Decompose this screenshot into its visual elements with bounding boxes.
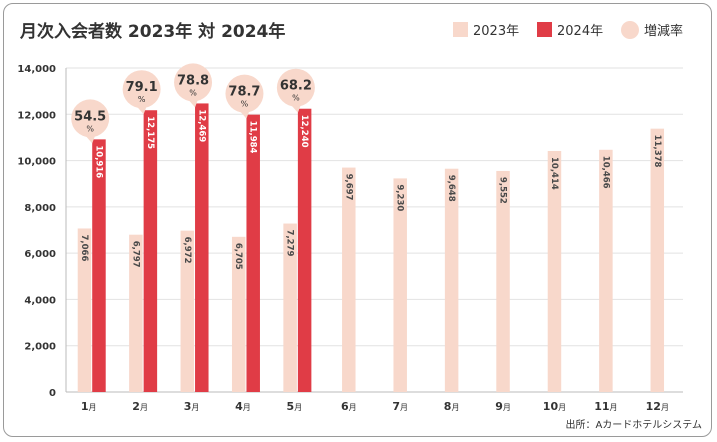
bar-2023-5 <box>283 223 297 392</box>
change-rate-circle <box>122 70 161 109</box>
bar-2024-value-label: 11,984 <box>248 121 258 154</box>
bar-2024-1 <box>92 139 106 392</box>
bar-2023-6 <box>342 167 356 392</box>
x-axis-labels: 1月 2月 3月 4月 5月 6月 7月 8月 9月 10月 11月 12月 <box>81 400 669 413</box>
bar-2023-value-label: 9,697 <box>343 174 353 201</box>
bar-2024-3 <box>195 103 209 393</box>
legend-swatch-change-rate <box>621 21 639 39</box>
y-gridlines <box>66 67 683 347</box>
x-tick-label: 5月 <box>287 400 303 413</box>
bar-2023-value-label: 9,230 <box>395 184 405 211</box>
bar-2023-value-label: 10,466 <box>600 156 610 189</box>
bar-2024-2 <box>143 110 158 392</box>
bar-2023-11 <box>599 149 613 392</box>
change-rate-unit: % <box>86 124 94 133</box>
y-tick-label: 6,000 <box>24 249 56 260</box>
bar-2023-value-label: 10,414 <box>549 157 559 190</box>
change-rate-unit: % <box>138 95 146 104</box>
legend: 2023年 2024年 増減率 <box>453 21 683 39</box>
bar-2023-12 <box>650 128 665 392</box>
y-axis-ticks: 0 2,000 4,000 6,000 8,000 10,000 12,000 14,000 <box>17 64 56 399</box>
bar-2023-value-label: 6,705 <box>233 243 243 270</box>
y-tick-label: 10,000 <box>17 157 56 168</box>
change-rate-bubble-2: 79.1% <box>122 70 161 115</box>
change-rate-circle <box>276 68 315 107</box>
bar-2023-value-label: 7,066 <box>79 234 89 261</box>
bar-2024-value-label: 12,240 <box>299 115 309 148</box>
x-tick-label: 8月 <box>444 400 460 413</box>
source-note: 出所：Aカードホテルシステム <box>565 418 702 431</box>
bar-2023-10 <box>547 150 562 392</box>
change-rate-circle <box>225 74 264 113</box>
bar-2024-value-label: 12,469 <box>196 109 206 142</box>
change-rate-unit: % <box>241 100 249 109</box>
bar-2023-9 <box>496 170 510 392</box>
x-tick-label: 4月 <box>235 400 251 413</box>
x-tick-label: 6月 <box>341 400 357 413</box>
bar-2023-1 <box>77 228 92 392</box>
change-rate-bubble-5: 68.2% <box>276 68 315 113</box>
x-tick-label: 12月 <box>646 400 669 413</box>
change-rate-circle <box>174 63 213 102</box>
change-rate-bubbles: 54.5%79.1%78.8% 78.7%68.2% <box>71 63 315 144</box>
y-tick-label: 14,000 <box>17 64 56 75</box>
bar-2023-value-label: 6,972 <box>182 237 192 264</box>
bar-2023-4 <box>231 236 246 392</box>
legend-swatch-2023 <box>453 22 468 37</box>
bar-2023-8 <box>444 168 459 392</box>
change-rate-pointer <box>290 104 301 113</box>
change-rate-bubble-1: 54.5% <box>71 99 110 144</box>
x-tick-label: 2月 <box>132 400 148 413</box>
bar-2023-2 <box>129 234 143 392</box>
y-tick-label: 0 <box>49 388 56 399</box>
y-tick-label: 12,000 <box>17 110 56 121</box>
bar-2023-value-label: 11,378 <box>652 135 662 168</box>
x-tick-label: 9月 <box>495 400 511 413</box>
change-rate-bubble-4: 78.7% <box>225 74 264 119</box>
change-rate-pointer <box>239 110 250 119</box>
change-rate-value: 68.2 <box>280 79 312 94</box>
bar-2023-value-label: 9,648 <box>446 175 456 202</box>
x-tick-label: 11月 <box>594 400 617 413</box>
legend-label-2023: 2023年 <box>473 24 519 39</box>
legend-label-2024: 2024年 <box>557 24 603 39</box>
bar-2023-7 <box>393 178 407 392</box>
change-rate-value: 78.8 <box>177 73 209 88</box>
bar-2023-value-label: 7,279 <box>285 230 295 257</box>
legend-swatch-2024 <box>537 22 552 37</box>
change-rate-value: 54.5 <box>74 109 106 124</box>
bar-2024-value-label: 10,916 <box>93 145 103 178</box>
bars: 7,066 10,916 6,797 12,175 6,972 12,469 6,705 11… <box>77 103 665 393</box>
bar-2023-3 <box>180 230 195 392</box>
legend-label-change-rate: 増減率 <box>644 23 683 39</box>
y-tick-label: 2,000 <box>24 342 56 353</box>
x-tick-label: 3月 <box>184 400 200 413</box>
bar-2024-value-label: 12,175 <box>145 116 155 149</box>
x-tick-label: 1月 <box>81 400 97 413</box>
x-tick-label: 10月 <box>543 400 566 413</box>
y-tick-label: 8,000 <box>24 203 56 214</box>
x-tick-label: 7月 <box>392 400 408 413</box>
y-tick-label: 4,000 <box>24 295 56 306</box>
bar-2024-4 <box>246 114 260 392</box>
change-rate-pointer <box>85 135 96 144</box>
change-rate-value: 78.7 <box>228 85 260 100</box>
change-rate-unit: % <box>189 88 197 97</box>
change-rate-circle <box>71 99 110 138</box>
change-rate-pointer <box>136 106 147 115</box>
bar-2023-value-label: 6,797 <box>130 241 140 268</box>
change-rate-pointer <box>188 99 199 108</box>
chart-frame <box>3 3 712 437</box>
change-rate-bubble-3: 78.8% <box>174 63 213 108</box>
bar-2024-5 <box>297 108 312 392</box>
chart-title: 月次入会者数 2023年 対 2024年 <box>19 21 285 42</box>
bar-2023-value-label: 9,552 <box>498 177 508 204</box>
change-rate-unit: % <box>292 94 300 103</box>
change-rate-value: 79.1 <box>126 80 158 95</box>
